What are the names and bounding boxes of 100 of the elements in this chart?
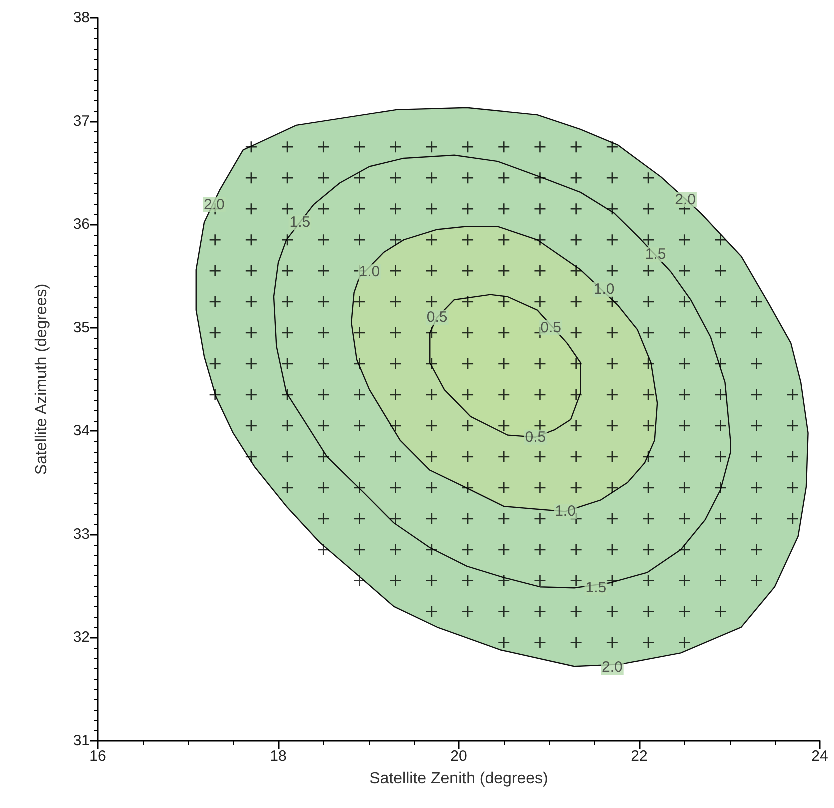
annotation: 2.0 bbox=[602, 659, 623, 676]
annotation: 2.0 bbox=[204, 196, 225, 214]
annotation: 0.5 bbox=[540, 319, 562, 336]
point bbox=[606, 234, 619, 246]
point bbox=[245, 202, 258, 216]
point bbox=[750, 326, 763, 340]
point bbox=[570, 606, 582, 618]
point bbox=[281, 450, 294, 464]
point bbox=[570, 420, 582, 432]
point bbox=[390, 296, 402, 308]
point bbox=[606, 388, 619, 402]
point bbox=[317, 358, 330, 370]
point bbox=[714, 420, 727, 432]
point bbox=[534, 574, 546, 588]
point bbox=[678, 482, 691, 494]
point bbox=[642, 234, 655, 246]
point bbox=[498, 544, 510, 556]
point bbox=[426, 140, 438, 154]
point bbox=[390, 202, 402, 216]
point bbox=[750, 420, 763, 432]
point bbox=[642, 544, 655, 556]
point bbox=[642, 574, 655, 588]
point bbox=[714, 482, 727, 494]
point bbox=[570, 140, 582, 154]
point bbox=[498, 482, 510, 494]
point bbox=[570, 202, 582, 216]
point bbox=[534, 544, 546, 556]
point bbox=[317, 234, 330, 246]
point bbox=[390, 234, 402, 246]
point bbox=[426, 202, 438, 216]
point bbox=[606, 264, 619, 278]
point bbox=[245, 388, 258, 402]
point bbox=[642, 482, 655, 494]
point bbox=[209, 388, 222, 402]
point bbox=[498, 512, 510, 526]
point bbox=[570, 636, 582, 650]
point bbox=[678, 450, 691, 464]
point bbox=[642, 388, 655, 402]
annotation: 2.0 bbox=[675, 191, 696, 208]
point bbox=[209, 264, 222, 278]
point bbox=[462, 326, 474, 340]
point bbox=[606, 636, 619, 650]
point bbox=[317, 544, 330, 556]
annotation: 1.5 bbox=[586, 580, 607, 597]
point bbox=[642, 512, 655, 526]
point bbox=[426, 420, 438, 432]
point bbox=[678, 296, 691, 308]
point bbox=[498, 326, 510, 340]
point bbox=[390, 264, 402, 278]
x-tick-label: 20 bbox=[450, 748, 468, 765]
point bbox=[534, 512, 546, 526]
point bbox=[498, 234, 510, 246]
point bbox=[714, 544, 727, 556]
point bbox=[354, 172, 366, 184]
point bbox=[354, 388, 366, 402]
point bbox=[606, 544, 619, 556]
point bbox=[534, 264, 546, 278]
point bbox=[534, 234, 546, 246]
point bbox=[426, 172, 438, 184]
y-tick-label: 33 bbox=[73, 526, 90, 543]
y-tick-label: 32 bbox=[73, 629, 90, 646]
point bbox=[534, 140, 546, 154]
point bbox=[426, 388, 438, 402]
point bbox=[245, 234, 258, 246]
point bbox=[317, 296, 330, 308]
point bbox=[317, 172, 330, 184]
point bbox=[750, 574, 763, 588]
point bbox=[245, 420, 258, 432]
point bbox=[606, 420, 619, 432]
y-tick-label: 36 bbox=[73, 216, 90, 234]
point bbox=[498, 358, 510, 370]
point bbox=[317, 512, 330, 526]
point bbox=[426, 264, 438, 278]
point bbox=[354, 482, 366, 494]
point bbox=[354, 140, 366, 154]
point bbox=[534, 420, 546, 432]
point bbox=[534, 172, 546, 184]
point bbox=[750, 544, 763, 556]
point bbox=[426, 606, 438, 618]
point bbox=[534, 388, 546, 402]
point bbox=[714, 450, 727, 464]
point bbox=[534, 358, 546, 370]
point bbox=[498, 574, 510, 588]
point bbox=[750, 450, 763, 464]
y-axis-title: Satellite Azimuth (degrees) bbox=[34, 284, 50, 476]
point bbox=[462, 388, 474, 402]
point bbox=[426, 450, 438, 464]
point bbox=[462, 140, 474, 154]
point bbox=[642, 606, 655, 618]
point bbox=[317, 140, 330, 154]
point bbox=[426, 574, 438, 588]
point bbox=[534, 636, 546, 650]
point bbox=[678, 358, 691, 370]
point bbox=[354, 512, 366, 526]
point bbox=[714, 264, 727, 278]
point bbox=[750, 296, 763, 308]
point bbox=[354, 420, 366, 432]
point bbox=[317, 388, 330, 402]
point bbox=[317, 450, 330, 464]
point bbox=[354, 450, 366, 464]
